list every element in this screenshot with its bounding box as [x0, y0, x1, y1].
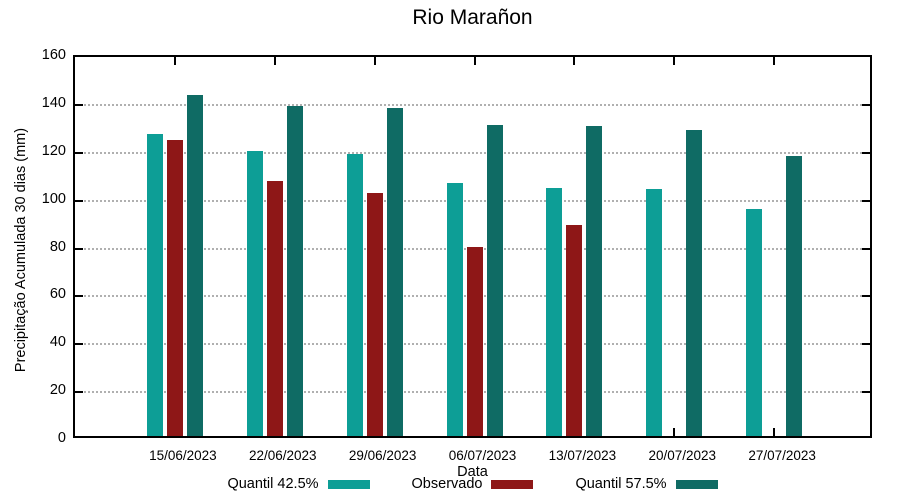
x-tick-label: 13/07/2023: [548, 448, 617, 463]
bar: [146, 134, 163, 436]
bar: [646, 189, 663, 436]
x-tick-label: 15/06/2023: [149, 448, 217, 463]
y-tick-mark: [75, 295, 83, 298]
plot-area: [73, 55, 872, 438]
y-tick-mark: [862, 103, 870, 106]
gridline: [75, 103, 870, 106]
y-tick-mark: [862, 199, 870, 202]
x-tick-label: 20/07/2023: [648, 448, 717, 463]
y-tick-mark: [862, 391, 870, 394]
y-tick-label: 100: [41, 190, 66, 207]
chart-legend: Quantil 42.5% Observado Quantil 57.5%: [73, 476, 872, 492]
y-tick-mark: [862, 295, 870, 298]
y-tick-mark: [75, 151, 83, 154]
x-tick-mark: [773, 428, 776, 436]
bar: [686, 129, 703, 436]
bar: [486, 124, 503, 436]
y-tick-label: 140: [41, 94, 66, 111]
bar: [786, 155, 803, 436]
y-tick-mark: [862, 247, 870, 250]
y-tick-label: 160: [41, 47, 66, 63]
bar: [346, 153, 363, 436]
x-tick-label: 27/07/2023: [748, 448, 816, 463]
x-tick-mark: [573, 57, 576, 65]
y-tick-mark: [75, 103, 83, 106]
legend-item: Quantil 57.5%: [575, 476, 718, 492]
legend-swatch: [491, 479, 534, 489]
legend-swatch: [327, 479, 370, 489]
bar: [386, 108, 403, 436]
x-tick-label: 29/06/2023: [348, 448, 417, 463]
x-tick-mark: [373, 57, 376, 65]
bar: [546, 188, 563, 436]
y-tick-mark: [75, 247, 83, 250]
y-tick-label: 80: [49, 238, 66, 255]
bar: [266, 181, 283, 436]
bar: [566, 225, 583, 436]
bar: [166, 140, 183, 436]
x-tick-label: 22/06/2023: [248, 448, 317, 463]
x-tick-label: 06/07/2023: [448, 448, 517, 463]
y-tick-label: 40: [49, 334, 66, 351]
legend-item: Quantil 42.5%: [227, 476, 370, 492]
legend-swatch: [675, 479, 718, 489]
chart-title: Rio Marañon: [412, 6, 533, 29]
bar: [246, 151, 263, 436]
y-tick-label: 20: [49, 382, 66, 399]
y-tick-label: 60: [49, 286, 66, 303]
legend-label: Observado: [411, 476, 483, 492]
bar: [186, 94, 203, 436]
y-tick-mark: [75, 343, 83, 346]
y-tick-mark: [75, 391, 83, 394]
x-tick-mark: [473, 57, 476, 65]
y-tick-label: 120: [41, 142, 66, 159]
legend-label: Quantil 42.5%: [227, 476, 319, 492]
y-tick-label: 0: [57, 430, 66, 446]
y-tick-mark: [862, 151, 870, 154]
y-tick-mark: [862, 343, 870, 346]
x-tick-mark: [273, 57, 276, 65]
bar: [746, 208, 763, 436]
x-tick-mark: [173, 57, 176, 65]
bar: [446, 183, 463, 436]
gridline: [75, 199, 870, 202]
y-tick-mark: [75, 199, 83, 202]
x-tick-mark: [773, 57, 776, 65]
x-tick-mark: [673, 57, 676, 65]
legend-item: Observado: [412, 476, 534, 492]
bar: [366, 193, 383, 436]
bar: [466, 246, 483, 436]
gridline: [75, 151, 870, 154]
bar: [586, 126, 603, 436]
x-tick-mark: [673, 428, 676, 436]
legend-label: Quantil 57.5%: [575, 476, 667, 492]
x-axis-title: Data: [457, 464, 488, 480]
bar: [286, 105, 303, 436]
